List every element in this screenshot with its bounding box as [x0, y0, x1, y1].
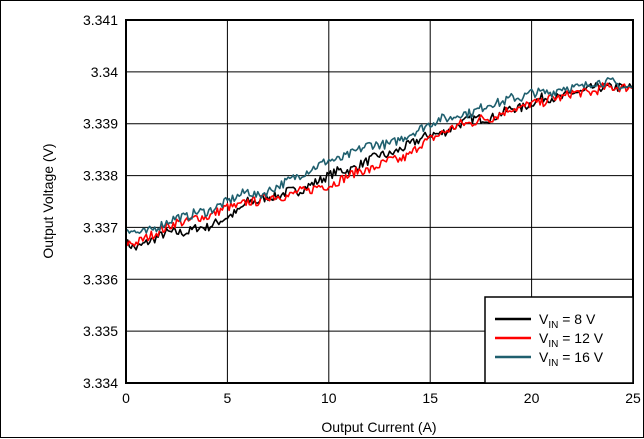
series-lines [125, 77, 634, 251]
x-tick-label: 15 [422, 390, 438, 406]
y-tick-label: 3.336 [83, 271, 118, 287]
x-tick-label: 5 [224, 390, 232, 406]
x-tick-label: 0 [122, 390, 130, 406]
y-axis-label: Output Voltage (V) [40, 143, 56, 258]
y-tick-label: 3.337 [83, 219, 118, 235]
x-tick-labels: 0 5 10 15 20 25 [122, 390, 641, 406]
x-axis-label: Output Current (A) [321, 419, 436, 435]
plot-area-border [125, 19, 634, 384]
legend-entry: VIN = 8 V [539, 311, 596, 331]
y-tick-label: 3.341 [83, 12, 118, 28]
series-line-1 [125, 82, 634, 251]
y-tick-label: 3.335 [83, 323, 118, 339]
legend-entry: VIN = 16 V [539, 349, 604, 369]
y-tick-label: 3.339 [83, 116, 118, 132]
y-tick-label: 3.34 [91, 64, 118, 80]
y-tick-labels: 3.334 3.335 3.336 3.337 3.338 3.339 3.34 3.341 [83, 12, 118, 391]
y-tick-label: 3.338 [83, 168, 118, 184]
series-line-3 [125, 77, 633, 234]
x-tick-label: 10 [321, 390, 337, 406]
legend-box [484, 296, 634, 384]
series-line-2 [125, 82, 634, 247]
y-tick-label: 3.334 [83, 375, 118, 391]
legend-entry: VIN = 12 V [539, 330, 604, 350]
x-tick-label: 25 [625, 390, 641, 406]
x-tick-label: 20 [524, 390, 540, 406]
